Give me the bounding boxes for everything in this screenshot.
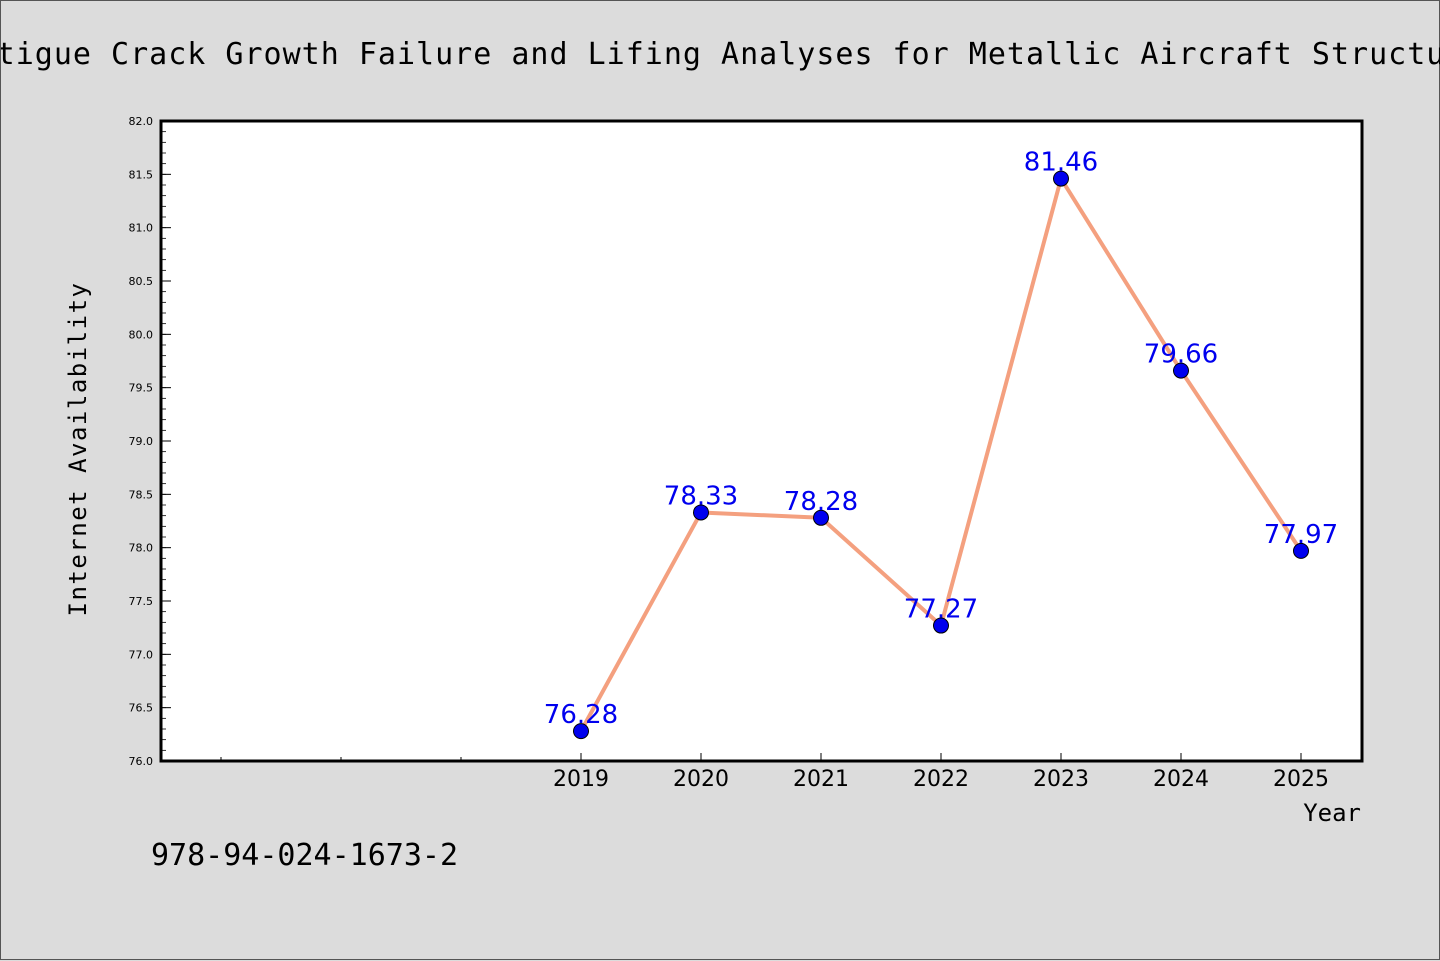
marker-group [573, 170, 1309, 740]
data-label: 79.66 [1144, 340, 1218, 370]
data-label: 77.97 [1264, 520, 1338, 550]
data-point [1293, 542, 1309, 559]
y-tick-label: 82.0 [129, 115, 154, 128]
data-point [693, 504, 709, 521]
data-label-group: 76.28 78.33 78.28 77.27 81.46 79.66 77.97 [544, 148, 1338, 731]
y-axis: 76.0 76.5 77.0 77.5 78.0 78.5 79.0 79.5 80.0 80.5… [129, 115, 171, 768]
data-point [573, 723, 589, 740]
y-tick-label: 81.0 [129, 222, 154, 235]
y-tick-label: 77.5 [129, 595, 154, 608]
x-tick-label: 2019 [553, 767, 609, 792]
x-tick-label: 2025 [1273, 767, 1329, 792]
y-tick-label: 80.5 [129, 275, 154, 288]
y-tick-label: 80.0 [129, 328, 154, 341]
y-tick-label: 76.0 [129, 755, 154, 768]
y-tick-label: 77.0 [129, 648, 154, 661]
data-label: 77.27 [904, 595, 978, 625]
x-axis-label: Year [1303, 799, 1361, 827]
y-tick-label: 79.5 [129, 382, 154, 395]
y-tick-label: 78.0 [129, 542, 154, 555]
x-tick-label: 2023 [1033, 767, 1089, 792]
data-point [1173, 362, 1189, 379]
data-label: 76.28 [544, 700, 618, 730]
x-tick-label: 2020 [673, 767, 729, 792]
data-point [813, 509, 829, 526]
data-point [933, 617, 949, 634]
y-tick-label: 79.0 [129, 435, 154, 448]
data-label: 78.28 [784, 487, 858, 517]
y-tick-label: 78.5 [129, 488, 154, 501]
data-label: 78.33 [664, 481, 738, 511]
x-axis: 2019 2020 2021 2022 2023 2024 2025 [220, 753, 1329, 792]
data-point [1053, 170, 1069, 187]
data-label: 81.46 [1024, 148, 1098, 178]
y-tick-label: 76.5 [129, 702, 154, 715]
chart-title: Fatigue Crack Growth Failure and Lifing … [1, 37, 1440, 72]
plot-area [159, 119, 1364, 763]
y-axis-label: Internet Availability [64, 282, 92, 617]
y-tick-label: 81.5 [129, 168, 154, 181]
x-tick-label: 2021 [793, 767, 849, 792]
isbn-annotation: 978-94-024-1673-2 [151, 838, 458, 873]
x-tick-label: 2022 [913, 767, 969, 792]
x-tick-label: 2024 [1153, 767, 1209, 792]
